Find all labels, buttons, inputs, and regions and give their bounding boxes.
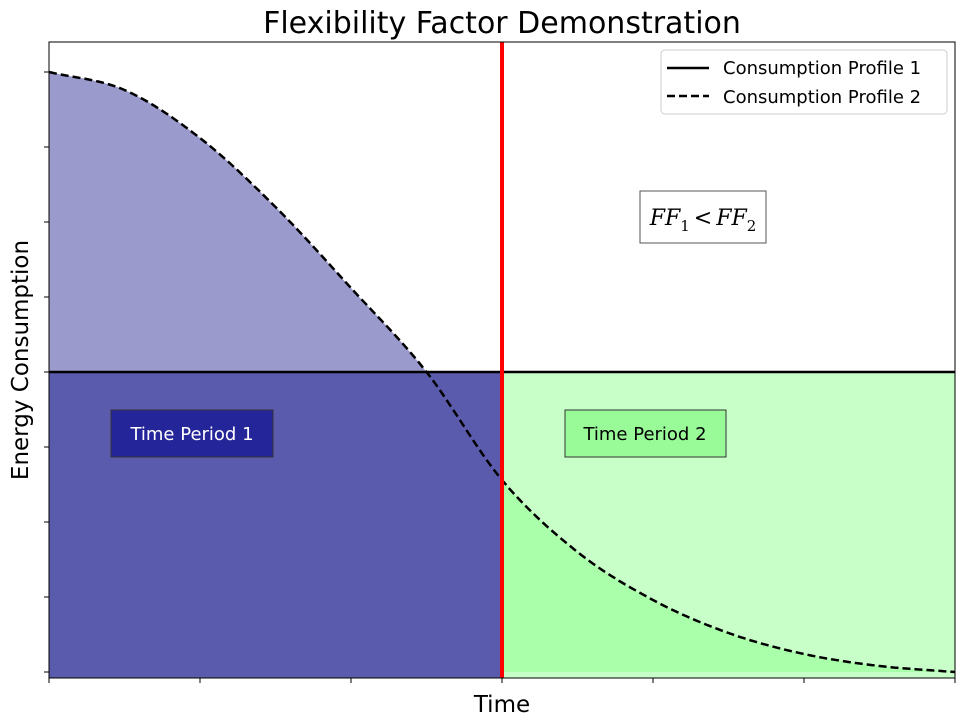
lines-layer [48,42,956,678]
annotation-time-period-2: Time Period 2 [564,409,727,458]
chart-title: Flexibility Factor Demonstration [263,6,741,41]
formula-base-2: FF [715,206,747,231]
legend-label-profile-1: Consumption Profile 1 [723,58,921,79]
x-axis-label: Time [473,692,530,718]
ticks-layer [44,71,956,683]
legend-label-profile-2: Consumption Profile 2 [723,87,921,108]
legend: Consumption Profile 1 Consumption Profil… [660,49,948,115]
annotation-time-period-2-label: Time Period 2 [582,424,706,445]
annotation-time-period-1: Time Period 1 [110,409,274,458]
annotation-time-period-1-label: Time Period 1 [129,424,253,445]
region-period-1-upper [49,72,502,372]
formula-text: FF1 < FF2 [649,206,757,235]
formula-box: FF1 < FF2 [639,190,767,244]
region-period-2-lower [502,480,955,672]
plot-frame [48,41,956,679]
y-axis-label: Energy Consumption [8,240,34,480]
formula-sub-1: 1 [680,217,690,235]
formula-operator: < [694,206,712,231]
formula-base-1: FF [649,206,681,231]
formula-sub-2: 2 [747,217,757,235]
